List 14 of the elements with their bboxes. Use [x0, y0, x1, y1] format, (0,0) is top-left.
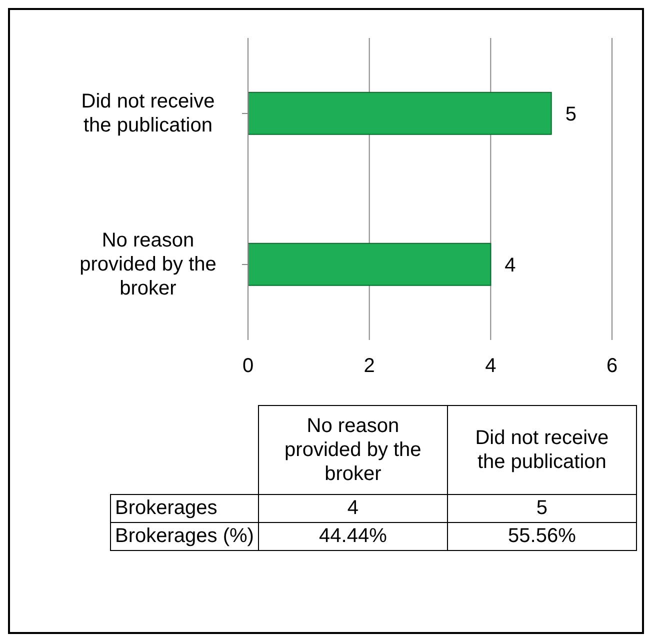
text: Brokerages (%): [110, 522, 258, 550]
category-label: Did not receive the publication: [475, 427, 609, 473]
text: 5: [447, 494, 636, 522]
text: Brokerages: [110, 494, 258, 522]
text: 4: [258, 494, 448, 522]
text: 55.56%: [447, 522, 636, 550]
text: 44.44%: [258, 522, 448, 550]
x-tick-label: 6: [606, 355, 618, 378]
data-label: 5: [565, 103, 576, 126]
x-tick-label: 0: [242, 355, 254, 378]
category-label: No reason provided by the broker: [284, 415, 422, 485]
x-tick-label: 2: [364, 355, 375, 378]
x-tick-label: 4: [485, 355, 496, 378]
data-label: 4: [504, 254, 516, 276]
